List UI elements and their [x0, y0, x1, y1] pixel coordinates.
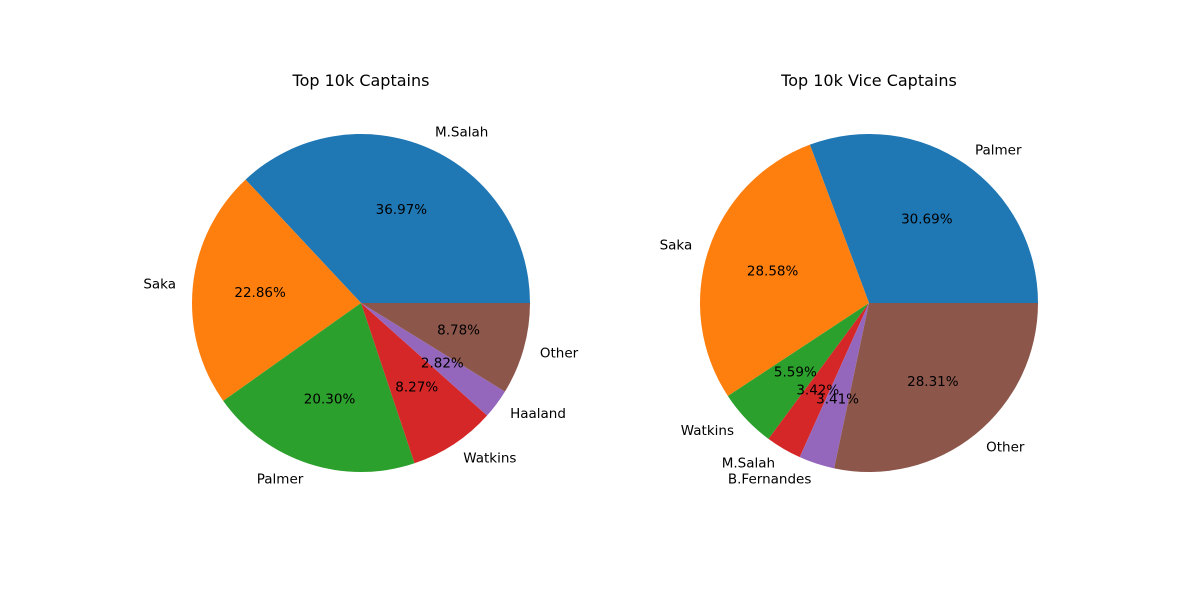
slices-captains [191, 134, 531, 473]
percent-label-saka: 28.58% [747, 264, 799, 280]
category-label-other: Other [540, 346, 579, 362]
percent-label-m-salah: 3.42% [796, 383, 839, 399]
category-label-other: Other [986, 439, 1025, 455]
slice-m-salah [768, 303, 869, 458]
category-label-m-salah: M.Salah [435, 124, 488, 140]
slice-b-fernandes [799, 303, 869, 469]
category-label-palmer: Palmer [975, 142, 1022, 158]
slice-saka [700, 144, 869, 396]
category-label-watkins: Watkins [463, 450, 516, 466]
percent-label-b-fernandes: 3.41% [816, 391, 859, 407]
slice-palmer [809, 133, 1038, 303]
slices-vice-captains [700, 133, 1038, 472]
slice-palmer [223, 303, 415, 473]
category-label-palmer: Palmer [257, 472, 304, 488]
slice-other [361, 303, 530, 392]
percent-label-m-salah: 36.97% [376, 202, 428, 218]
percent-label-saka: 22.86% [234, 285, 286, 301]
pie-chart-captains: Top 10k Captains M.Salah 36.97% Saka 22.86%… [143, 71, 578, 488]
percent-label-haaland: 2.82% [421, 356, 464, 372]
category-label-haaland: Haaland [510, 406, 566, 422]
slice-other [834, 303, 1038, 472]
category-label-saka: Saka [660, 237, 693, 253]
slice-m-salah [245, 134, 531, 303]
chart-title-captains: Top 10k Captains [292, 71, 430, 90]
percent-label-palmer: 20.30% [304, 391, 356, 407]
percent-label-palmer: 30.69% [901, 212, 953, 228]
category-label-m-salah: M.Salah [722, 455, 775, 471]
chart-title-vice-captains: Top 10k Vice Captains [780, 71, 957, 90]
percent-label-other: 28.31% [907, 374, 959, 390]
category-label-watkins: Watkins [681, 423, 734, 439]
slice-saka [191, 179, 361, 401]
pie-chart-vice-captains: Top 10k Vice Captains Palmer 30.69% Saka 28… [660, 71, 1038, 488]
percent-label-watkins: 8.27% [395, 380, 438, 396]
slice-watkins [727, 303, 869, 439]
labels-vice-captains: Palmer 30.69% Saka 28.58% Watkins 5.59% M.Sala… [660, 142, 1025, 487]
category-label-saka: Saka [143, 276, 176, 292]
category-label-b-fernandes: B.Fernandes [728, 472, 812, 488]
slice-watkins [361, 303, 488, 464]
percent-label-watkins: 5.59% [774, 365, 817, 381]
slice-haaland [361, 303, 505, 416]
labels-captains: M.Salah 36.97% Saka 22.86% Palmer 20.30% Watki… [143, 124, 578, 487]
percent-label-other: 8.78% [437, 323, 480, 339]
